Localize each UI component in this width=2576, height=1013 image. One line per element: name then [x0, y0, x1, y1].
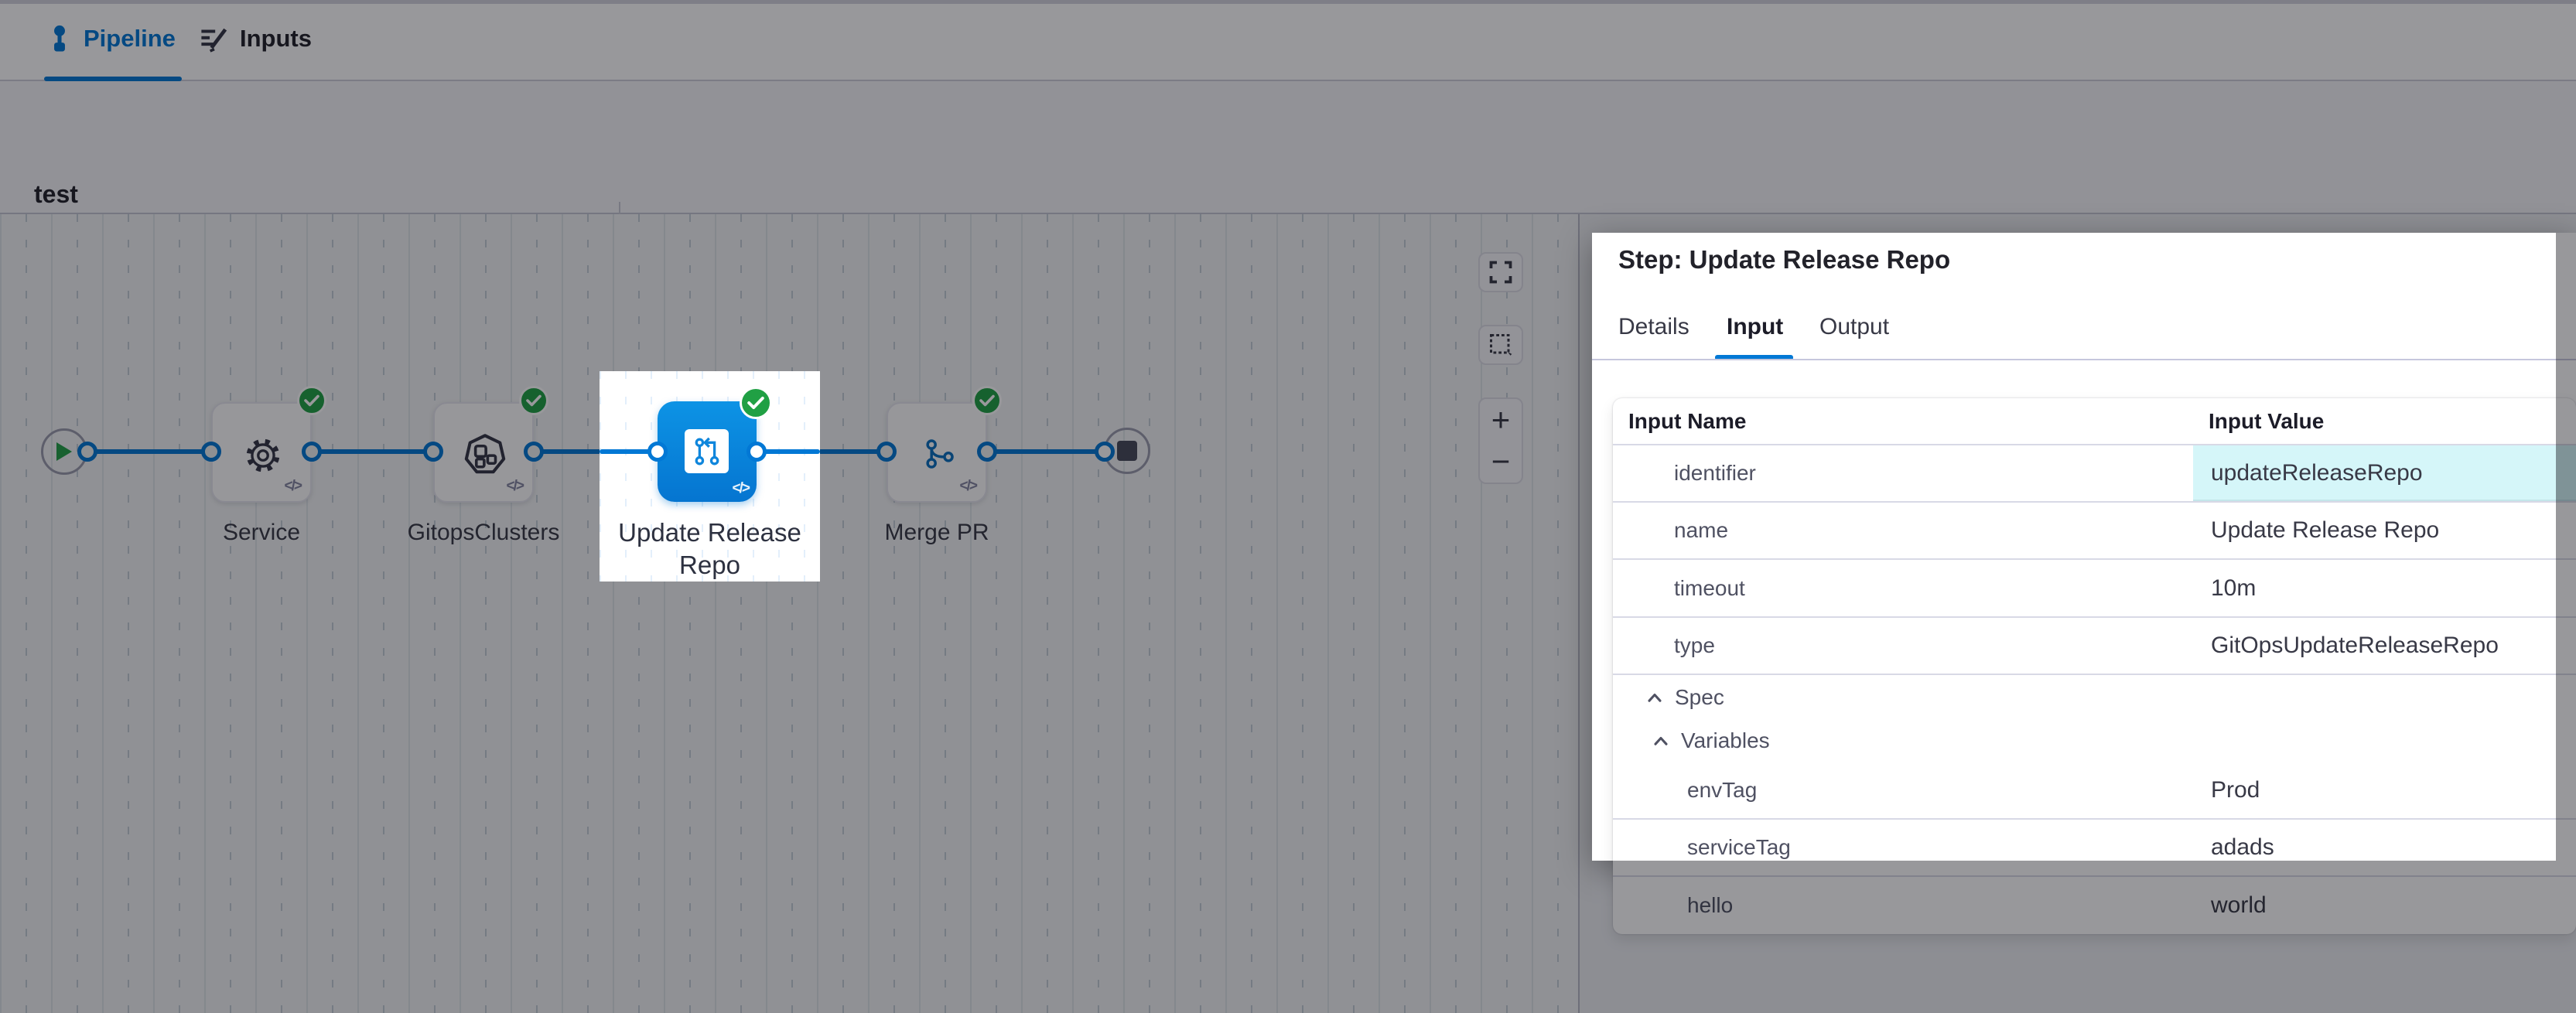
drawer-title: Step: Update Release Repo [1618, 245, 1951, 274]
play-icon [56, 442, 72, 461]
fit-to-screen-button[interactable] [1478, 252, 1523, 292]
pipeline-icon [54, 25, 65, 52]
code-glyph: </> [506, 478, 525, 494]
port[interactable] [876, 442, 897, 462]
merge-branch-icon [926, 439, 954, 469]
zoom-out-button[interactable]: − [1491, 443, 1511, 479]
gitops-update-icon [695, 437, 719, 465]
node-service[interactable]: </> [211, 402, 312, 503]
marquee-select-button[interactable] [1478, 325, 1523, 365]
row-name: name [1674, 518, 1729, 542]
table-row-hello[interactable]: hello world [1613, 877, 2576, 934]
merge-pr-success-badge [972, 386, 1002, 415]
row-value: Update Release Repo [2211, 517, 2440, 543]
service-success-badge [297, 386, 326, 415]
inputs-icon [201, 28, 227, 53]
table-row-name[interactable]: name Update Release Repo [1613, 503, 2576, 560]
port[interactable] [423, 442, 443, 462]
gitopsclusters-success-badge [519, 386, 548, 415]
table-row-type[interactable]: type GitOpsUpdateReleaseRepo [1613, 618, 2576, 675]
stop-icon [1117, 441, 1137, 461]
zoom-control: + − [1478, 397, 1523, 484]
connector-line [87, 449, 1105, 454]
tab-pipeline[interactable]: Pipeline [46, 0, 176, 77]
port[interactable] [1095, 442, 1115, 462]
row-value: world [2211, 892, 2267, 918]
col-input-name: Input Name [1628, 408, 1747, 433]
marquee-icon [1490, 334, 1512, 356]
node-icon-box [685, 429, 729, 473]
row-name: type [1674, 633, 1715, 657]
row-value: adads [2211, 834, 2274, 860]
node-merge-pr-label: Merge PR [884, 520, 989, 545]
code-glyph: </> [959, 478, 979, 494]
dim-overlay-top [0, 0, 2576, 233]
dim-overlay-bottom [1592, 861, 2576, 1013]
table-row-identifier[interactable]: identifier updateReleaseRepo [1613, 445, 2576, 503]
row-value: 10m [2211, 575, 2257, 601]
row-value: updateReleaseRepo [2211, 460, 2423, 486]
group-label: Spec [1675, 684, 1724, 709]
selected-node-card[interactable]: </> Update Release Repo [600, 371, 820, 582]
port[interactable] [201, 442, 221, 462]
top-tab-bar: Pipeline Inputs [0, 0, 2576, 81]
drawer-tab-details[interactable]: Details [1618, 314, 1689, 339]
node-merge-pr[interactable]: </> [887, 402, 987, 503]
port[interactable] [977, 442, 997, 462]
code-glyph: </> [732, 480, 751, 496]
step-details-drawer: Step: Update Release Repo Details Input … [1592, 233, 2576, 934]
node-update-release-repo[interactable]: </> [658, 401, 757, 502]
row-name: serviceTag [1687, 835, 1791, 859]
row-name: hello [1687, 893, 1734, 917]
node-service-label: Service [222, 520, 301, 545]
chevron-up-icon [1648, 693, 1662, 702]
row-name: identifier [1674, 461, 1756, 485]
table-row-servicetag[interactable]: serviceTag adads [1613, 820, 2576, 877]
drawer-tab-border [1592, 359, 2576, 360]
table-row-envtag[interactable]: envTag Prod [1613, 762, 2576, 820]
tab-inputs[interactable]: Inputs [200, 0, 312, 77]
table-header-row: Input Name Input Value [1613, 398, 2576, 445]
highlighted-value-cell [2193, 445, 2576, 501]
drawer-active-tab-underline [1715, 355, 1793, 360]
chevron-up-icon [1654, 736, 1668, 745]
pipeline-graph-canvas[interactable]: </> Service </> GitopsClusters [0, 214, 1580, 1013]
input-table: Input Name Input Value identifier update… [1613, 398, 2576, 934]
code-glyph: </> [284, 478, 303, 494]
pipeline-name: test [34, 180, 78, 208]
drawer-tab-input[interactable]: Input [1727, 314, 1784, 339]
port[interactable] [647, 442, 668, 462]
clusters-icon [464, 434, 506, 474]
dim-overlay-right-strip [2556, 233, 2576, 861]
row-name: timeout [1674, 575, 1745, 600]
port[interactable] [524, 442, 544, 462]
node-gitopsclusters-label: GitopsClusters [407, 520, 560, 545]
node-gitopsclusters[interactable]: </> [433, 402, 534, 503]
port[interactable] [77, 442, 97, 462]
group-label: Variables [1681, 728, 1770, 752]
col-input-value: Input Value [2209, 408, 2325, 433]
tab-inputs-label: Inputs [240, 25, 312, 52]
active-tab-underline [44, 77, 182, 81]
table-group-spec[interactable]: Spec [1613, 675, 2576, 719]
port[interactable] [302, 442, 322, 462]
update-release-repo-success-badge [740, 387, 772, 419]
tab-pipeline-label: Pipeline [84, 25, 176, 52]
table-group-variables[interactable]: Variables [1613, 719, 2576, 762]
port[interactable] [746, 442, 767, 462]
row-value: Prod [2211, 776, 2260, 803]
node-update-release-repo-label: Update Release Repo [618, 518, 801, 579]
row-value: GitOpsUpdateReleaseRepo [2211, 633, 2499, 658]
row-name: envTag [1687, 777, 1758, 802]
top-strip [0, 0, 2576, 4]
table-row-timeout[interactable]: timeout 10m [1613, 560, 2576, 618]
dim-overlay-left [0, 233, 1592, 1013]
drawer-tab-output[interactable]: Output [1819, 314, 1890, 339]
gear-icon [246, 438, 280, 472]
fullscreen-icon [1489, 261, 1512, 284]
zoom-in-button[interactable]: + [1491, 401, 1511, 438]
